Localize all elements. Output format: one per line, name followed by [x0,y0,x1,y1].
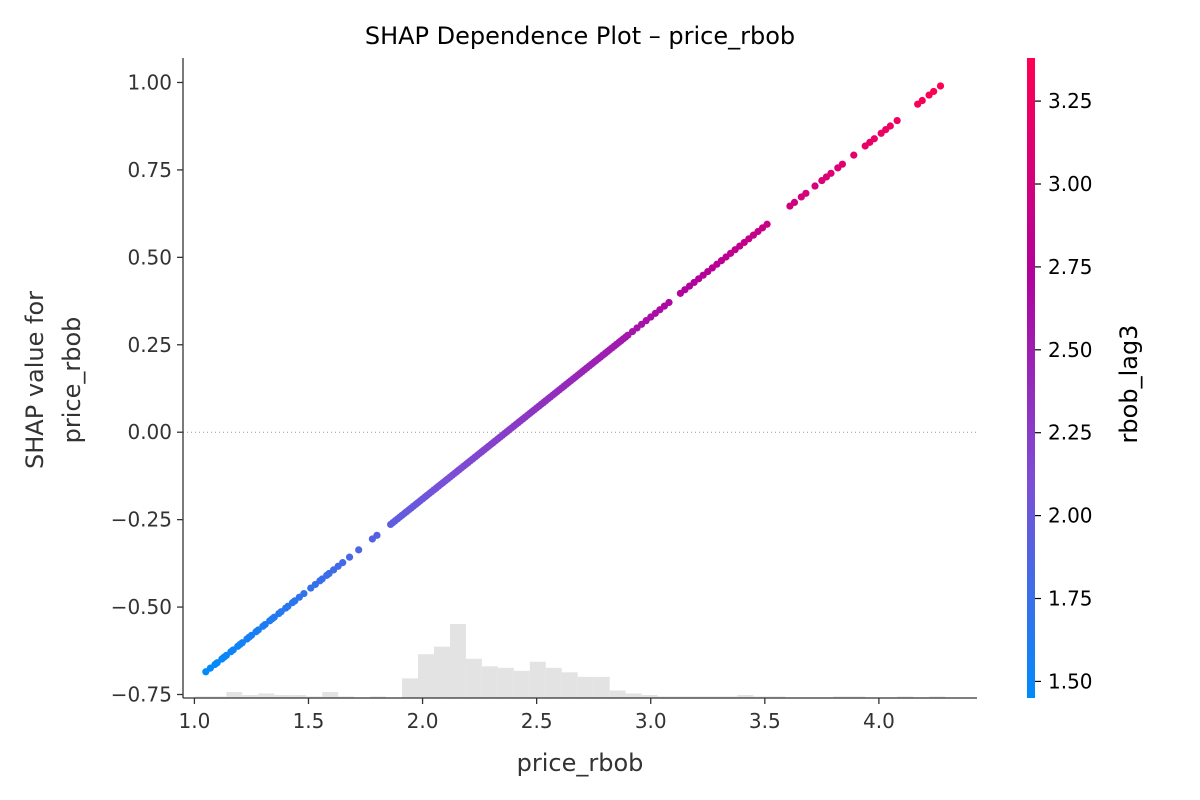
y-axis-title-line1: SHAP value for [21,291,49,469]
y-tick-label: −0.50 [111,595,172,619]
histogram-bar [194,696,211,698]
histogram-bar [705,696,722,698]
scatter-point [827,169,835,177]
scatter-point [802,189,810,197]
scatter-point [930,87,938,96]
y-axis-title-line2: price_rbob [58,317,86,444]
y-tick-label: 0.00 [127,420,172,444]
histogram-bar [322,691,339,698]
scatter-point [300,589,308,598]
scatter-point [886,122,894,130]
x-axis-title: price_rbob [517,749,644,777]
colorbar-layer: 3.25 3.00 2.75 2.50 2.25 2.00 1.75 1.50 [1027,58,1093,698]
histogram-bar [641,694,658,698]
y-tick-label: −0.25 [111,508,172,532]
colorbar-title: rbob_lag3 [1115,325,1143,444]
scatter-point [893,116,901,125]
histogram-bar [481,666,498,698]
scatter-point [355,546,363,554]
histogram-bar [449,624,466,698]
histogram-bar [306,696,323,698]
histogram-bar [753,696,770,698]
histogram-bar [338,696,355,698]
histogram-bar [465,658,482,698]
histogram-bar [242,694,259,698]
colorbar-tick-label: 3.25 [1048,89,1093,113]
scatter-point [936,82,945,90]
histogram-bar [849,696,866,698]
colorbar-gradient-bar [1027,58,1035,698]
histogram-bar [673,696,690,698]
histogram-bar [737,694,754,698]
scatter-point [870,135,878,143]
scatter-point [339,559,347,567]
chart-title: SHAP Dependence Plot – price_rbob [365,22,795,50]
colorbar-tick-label: 2.25 [1048,421,1093,445]
histogram-bar [433,646,450,698]
scatter-point [850,151,858,159]
axes-layer: 1.0 1.5 2.0 2.5 3.0 3.5 4.0 1.00 0.75 0.50 0.25 0.0… [111,58,977,733]
histogram-bar [689,696,706,698]
histogram-bar [929,696,946,698]
histogram-bar [609,690,626,698]
x-tick-label: 2.0 [407,709,439,733]
histogram-bar [370,696,387,698]
histogram-bar [226,691,243,698]
colorbar-tick-label: 2.75 [1048,255,1093,279]
histogram-bar [657,696,674,698]
histogram-bar [545,667,562,698]
histogram-bar [210,696,227,698]
scatter-point [918,96,926,105]
histogram-bar [769,696,786,698]
histogram-bar [897,696,914,698]
x-tick-label: 4.0 [863,709,895,733]
histogram-bar [833,696,850,698]
histogram-bar [290,694,307,698]
histogram-bar [497,667,514,698]
histogram-bar [625,693,642,698]
histogram-layer [194,624,946,698]
colorbar-tick-label: 1.75 [1048,587,1093,611]
y-tick-label: 0.25 [127,333,172,357]
scatter-point [811,182,819,190]
histogram-bar [577,676,594,698]
y-tick-label: 0.50 [127,245,172,269]
y-tick-label: 1.00 [127,70,172,94]
x-tick-label: 3.0 [635,709,667,733]
histogram-bar [721,696,738,698]
colorbar-tick-label: 2.00 [1048,504,1093,528]
colorbar-tick-label: 1.50 [1048,669,1093,693]
histogram-bar [274,694,291,698]
colorbar-tick-label: 3.00 [1048,172,1093,196]
scatter-point [665,298,673,307]
y-tick-label: 0.75 [127,158,172,182]
scatter-point [790,198,799,207]
scatter-point [373,531,381,539]
histogram-bar [418,654,434,698]
x-tick-label: 2.5 [521,709,553,733]
x-tick-label: 1.5 [293,709,325,733]
histogram-bar [402,678,419,698]
histogram-bar [561,672,578,698]
scatter-point [763,220,771,228]
histogram-bar [593,676,610,698]
colorbar-tick-label: 2.50 [1048,338,1093,362]
histogram-bar [513,670,530,698]
scatter-points-layer [202,82,945,676]
y-tick-label: −0.75 [111,683,172,707]
x-tick-label: 1.0 [179,709,211,733]
histogram-bar [258,693,275,698]
scatter-point [838,160,846,168]
histogram-bar [529,661,546,698]
x-tick-label: 3.5 [749,709,781,733]
scatter-point [345,553,354,561]
